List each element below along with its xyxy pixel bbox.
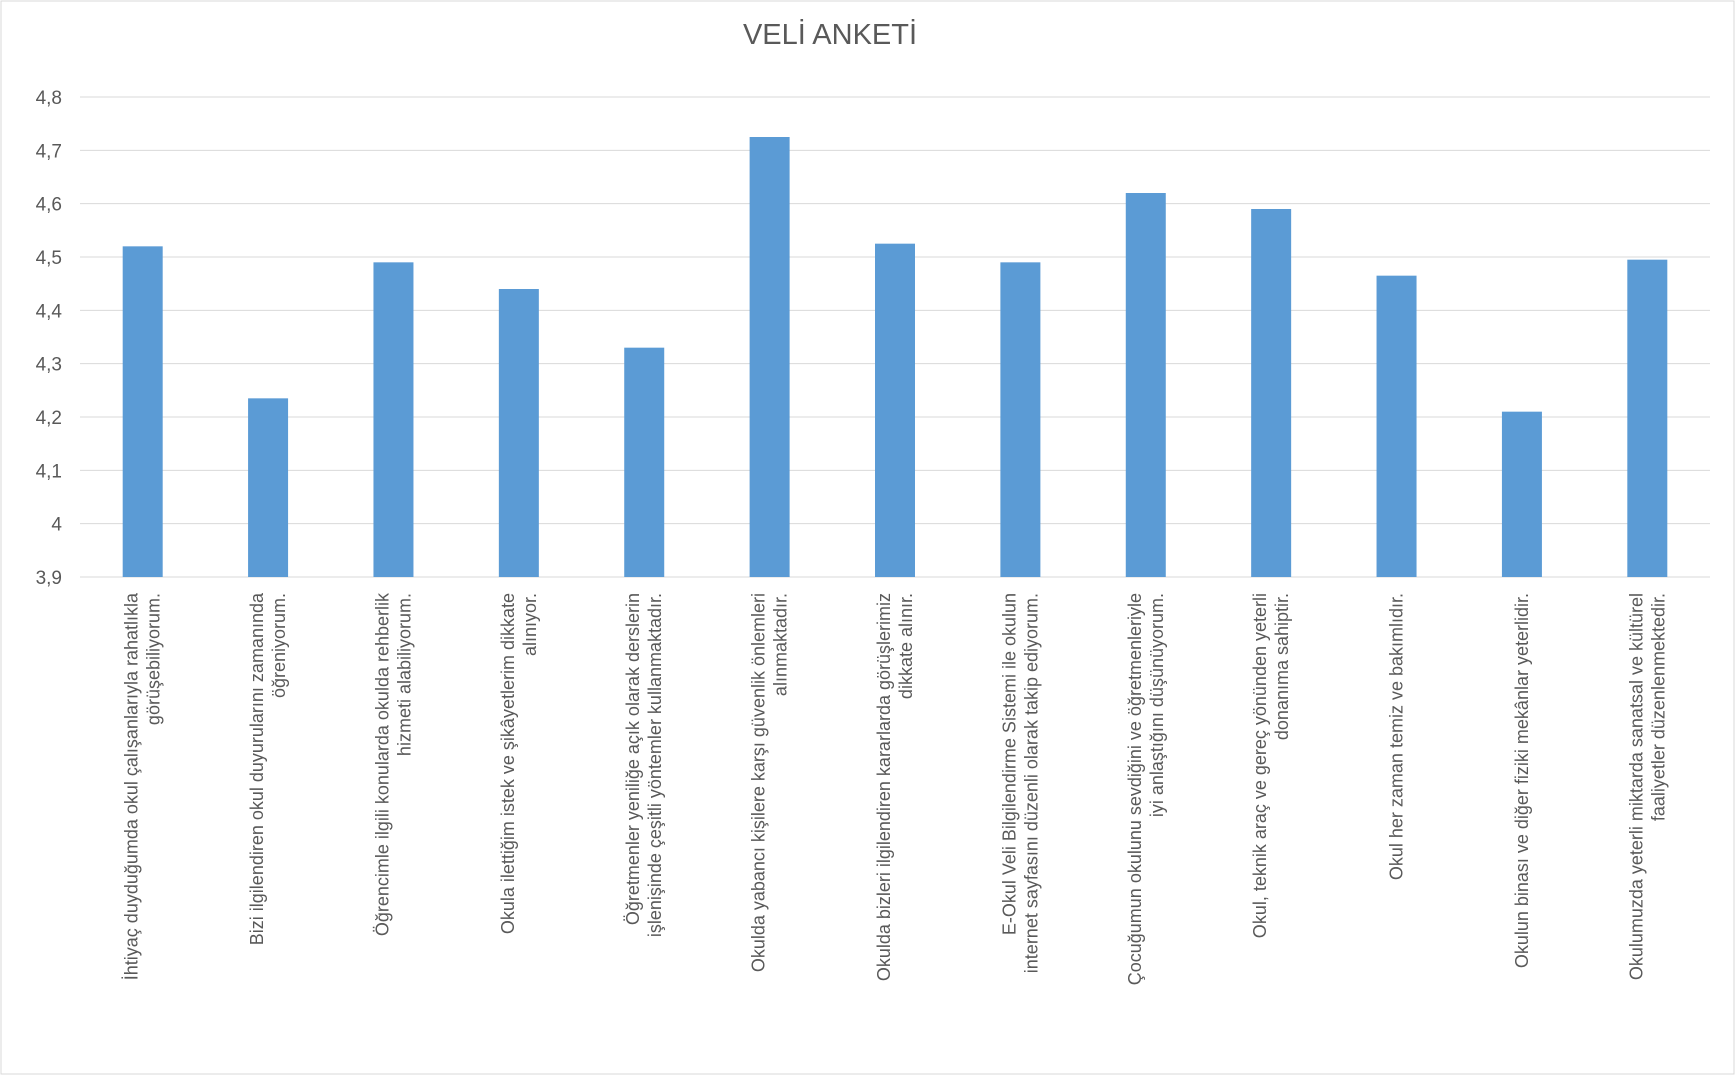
x-tick-label-line: hizmeti alabiliyorum.	[394, 593, 414, 756]
x-tick-label-line: E-Okul Veli Bilgilendirme Sistemi ile ok…	[999, 593, 1019, 935]
x-tick-label-line: Okul, teknik araç ve gereç yönünden yete…	[1250, 593, 1270, 938]
bar	[1501, 411, 1542, 577]
y-tick-label: 4,6	[36, 195, 62, 216]
x-tick-label: Okulda yabancı kişilere karşı güvenlik ö…	[749, 593, 791, 972]
x-axis-labels: İhtiyaç duyduğumda okul çalışanlarıyla r…	[122, 592, 1669, 985]
x-tick-label-line: Öğrencimle ilgili konularda okulda rehbe…	[372, 592, 392, 936]
bar	[498, 289, 539, 577]
bars	[122, 137, 1668, 578]
x-tick-label: Bizi ilgilendiren okul duyurularını zama…	[247, 592, 289, 945]
x-tick-label-line: alınıyor.	[520, 593, 540, 656]
gridlines	[80, 96, 1710, 578]
y-tick-label: 3,9	[36, 568, 62, 589]
x-tick-label-line: öğreniyorum.	[269, 593, 289, 698]
y-tick-label: 4,5	[36, 248, 62, 269]
y-tick-label: 4,2	[36, 408, 62, 429]
chart-title: VELİ ANKETİ	[743, 18, 917, 51]
y-tick-label: 4	[51, 515, 62, 536]
y-tick-label: 4,4	[36, 301, 63, 322]
y-tick-label: 4,3	[36, 355, 62, 376]
x-tick-label: Okulun binası ve diğer fiziki mekânlar y…	[1512, 593, 1532, 968]
bar	[1376, 275, 1417, 577]
x-tick-label: Okulumuzda yeterli miktarda sanatsal ve …	[1626, 593, 1668, 980]
x-tick-label-line: Okulumuzda yeterli miktarda sanatsal ve …	[1626, 593, 1646, 980]
x-tick-label-line: Bizi ilgilendiren okul duyurularını zama…	[247, 592, 267, 945]
bar	[624, 347, 665, 577]
x-tick-label-line: donanıma sahiptir.	[1272, 593, 1292, 740]
x-tick-label-line: dikkate alınır.	[896, 593, 916, 699]
x-tick-label-line: Okulda bizleri ilgilendiren kararlarda g…	[874, 593, 894, 981]
y-tick-label: 4,7	[36, 141, 62, 162]
x-tick-label-line: faaliyetler düzenlenmektedir.	[1648, 593, 1668, 821]
x-tick-label: Okula ilettiğim istek ve şikâyetlerim di…	[498, 593, 540, 934]
x-tick-label-line: Çocuğumun okulunu sevdiğini ve öğretmenl…	[1125, 593, 1145, 985]
x-tick-label-line: işlenişinde çeşitli yöntemler kullanmakt…	[645, 593, 665, 937]
bar	[373, 262, 414, 577]
x-tick-label-line: İhtiyaç duyduğumda okul çalışanlarıyla r…	[122, 592, 142, 980]
bar	[122, 246, 163, 578]
x-tick-label: Okul, teknik araç ve gereç yönünden yete…	[1250, 593, 1292, 938]
bar	[248, 398, 289, 577]
x-tick-label-line: Okulda yabancı kişilere karşı güvenlik ö…	[749, 593, 769, 972]
x-tick-label: Okul her zaman temiz ve bakımlıdır.	[1387, 593, 1407, 880]
bar	[1627, 259, 1668, 577]
bar	[1125, 193, 1166, 577]
x-tick-label: E-Okul Veli Bilgilendirme Sistemi ile ok…	[999, 593, 1041, 973]
x-tick-label-line: görüşebiliyorum.	[144, 593, 164, 725]
x-tick-label: Öğrencimle ilgili konularda okulda rehbe…	[372, 592, 414, 936]
bar	[749, 137, 790, 577]
y-tick-label: 4,1	[36, 461, 62, 482]
bar	[1000, 262, 1041, 577]
x-tick-label: Öğretmenler yeniliğe açık olarak dersler…	[623, 593, 665, 937]
x-tick-label-line: Okul her zaman temiz ve bakımlıdır.	[1387, 593, 1407, 880]
x-tick-label-line: Okulun binası ve diğer fiziki mekânlar y…	[1512, 593, 1532, 968]
y-axis-ticks: 3,9 4 4,1 4,2 4,3 4,4 4,5 4,6 4,7 4,8	[36, 88, 63, 589]
x-tick-label: Çocuğumun okulunu sevdiğini ve öğretmenl…	[1125, 593, 1167, 985]
x-tick-label: Okulda bizleri ilgilendiren kararlarda g…	[874, 593, 916, 981]
x-tick-label-line: Okula ilettiğim istek ve şikâyetlerim di…	[498, 593, 518, 934]
x-tick-label-line: alınmaktadır.	[771, 593, 791, 696]
x-tick-label-line: iyi anlaştığını düşünüyorum.	[1147, 593, 1167, 817]
x-tick-label-line: internet sayfasını düzenli olarak takip …	[1021, 593, 1041, 973]
bar	[1251, 209, 1292, 577]
bar	[875, 243, 915, 577]
y-tick-label: 4,8	[36, 88, 62, 109]
x-tick-label: İhtiyaç duyduğumda okul çalışanlarıyla r…	[122, 592, 164, 980]
x-tick-label-line: Öğretmenler yeniliğe açık olarak dersler…	[623, 593, 643, 925]
